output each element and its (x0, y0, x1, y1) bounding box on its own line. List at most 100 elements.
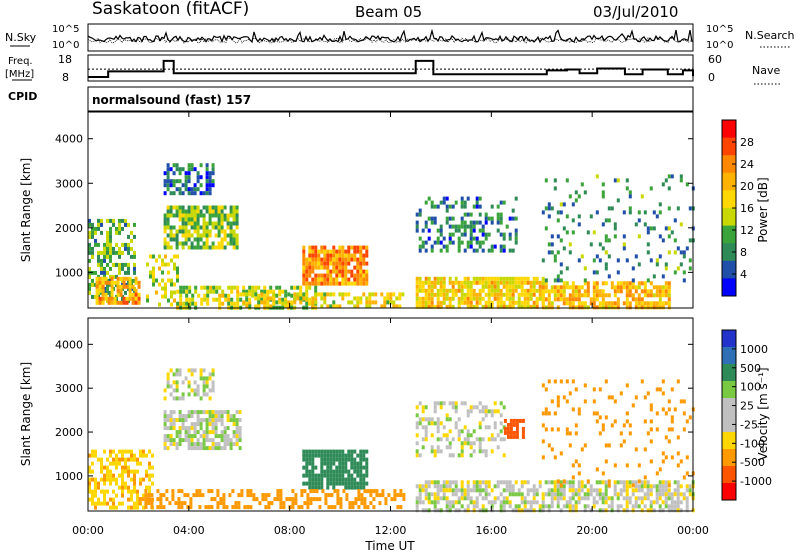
heatmap-cell (128, 284, 132, 289)
heatmap-cell (685, 484, 689, 489)
heatmap-cell (427, 292, 431, 297)
heatmap-cell (415, 421, 419, 426)
heatmap-cell (211, 388, 215, 393)
heatmap-cell (236, 285, 240, 290)
heatmap-cell (317, 449, 321, 454)
heatmap-cell (418, 488, 422, 493)
heatmap-cell (508, 288, 512, 293)
heatmap-cell (466, 480, 470, 485)
heatmap-cell (553, 492, 557, 497)
heatmap-cell (232, 233, 236, 238)
heatmap-cell (115, 262, 118, 267)
heatmap-cell (514, 480, 518, 485)
heatmap-cell (347, 481, 351, 486)
heatmap-cell (577, 301, 581, 306)
heatmap-cell (469, 496, 473, 501)
heatmap-cell (169, 183, 173, 188)
heatmap-cell (211, 183, 215, 188)
heatmap-cell (433, 216, 437, 221)
heatmap-cell (97, 457, 100, 462)
heatmap-cell (275, 285, 279, 290)
heatmap-cell (187, 245, 191, 250)
heatmap-cell (586, 488, 590, 493)
heatmap-cell (314, 473, 318, 478)
heatmap-cell (341, 253, 345, 258)
heatmap-cell (223, 217, 227, 222)
heatmap-cell (243, 505, 247, 510)
heatmap-cell (211, 221, 215, 226)
heatmap-cell (211, 163, 215, 168)
heatmap-cell (302, 481, 306, 486)
heatmap-cell (181, 438, 185, 443)
heatmap-cell (323, 473, 327, 478)
heatmap-cell (448, 504, 452, 509)
heatmap-cell (503, 426, 507, 431)
heatmap-cell (568, 285, 572, 290)
heatmap-cell (427, 216, 431, 221)
heatmap-cell (415, 433, 419, 438)
heatmap-cell (172, 410, 176, 415)
heatmap-cell (347, 453, 351, 458)
heatmap-cell (332, 257, 336, 262)
heatmap-cell (685, 419, 689, 424)
heatmap-cell (175, 245, 179, 250)
heatmap-cell (211, 179, 215, 184)
heatmap-cell (574, 297, 578, 302)
heatmap-cell (184, 229, 188, 234)
heatmap-cell (235, 225, 239, 230)
heatmap-cell (341, 249, 345, 254)
heatmap-cell (685, 496, 689, 501)
heatmap-cell (667, 407, 671, 412)
heatmap-cell (655, 471, 659, 476)
heatmap-cell (506, 422, 510, 427)
power-colorbar-label: Power [dB] (756, 177, 770, 242)
heatmap-cell (103, 246, 106, 251)
heatmap-cell (226, 418, 230, 423)
heatmap-cell (144, 501, 148, 506)
heatmap-cell (137, 296, 141, 301)
heatmap-cell (217, 205, 221, 210)
heatmap-cell (493, 484, 497, 489)
heatmap-cell (172, 233, 176, 238)
heatmap-cell (472, 220, 476, 225)
heatmap-cell (116, 276, 120, 281)
heatmap-cell (190, 446, 194, 451)
heatmap-cell (350, 269, 354, 274)
heatmap-cell (276, 497, 280, 502)
heatmap-cell (272, 292, 276, 297)
heatmap-cell (302, 281, 306, 286)
heatmap-cell (418, 421, 422, 426)
heatmap-cell (541, 305, 545, 310)
heatmap-cell (415, 224, 419, 229)
heatmap-cell (640, 301, 644, 306)
heatmap-cell (643, 222, 647, 227)
heatmap-cell (360, 497, 364, 502)
heatmap-cell (595, 297, 599, 302)
heatmap-cell (511, 304, 515, 309)
heatmap-cell (430, 445, 434, 450)
heatmap-cell (436, 280, 440, 285)
heatmap-cell (344, 273, 348, 278)
heatmap-cell (278, 297, 282, 302)
heatmap-cell (616, 281, 620, 286)
heatmap-cell (148, 461, 151, 466)
heatmap-cell (167, 278, 170, 283)
heatmap-cell (109, 481, 112, 486)
heatmap-cell (469, 292, 473, 297)
heatmap-cell (130, 453, 133, 458)
heatmap-cell (225, 505, 229, 510)
heatmap-cell (326, 449, 330, 454)
heatmap-cell (190, 372, 194, 377)
heatmap-cell (506, 434, 510, 439)
heatmap-cell (664, 480, 668, 485)
heatmap-cell (220, 418, 224, 423)
heatmap-cell (550, 285, 554, 290)
beam-label: Beam 05 (355, 3, 422, 21)
heatmap-cell (439, 484, 443, 489)
heatmap-cell (637, 488, 641, 493)
heatmap-cell (508, 216, 512, 221)
heatmap-cell (457, 496, 461, 501)
heatmap-cell (372, 497, 376, 502)
heatmap-cell (181, 229, 185, 234)
heatmap-cell (601, 496, 605, 501)
